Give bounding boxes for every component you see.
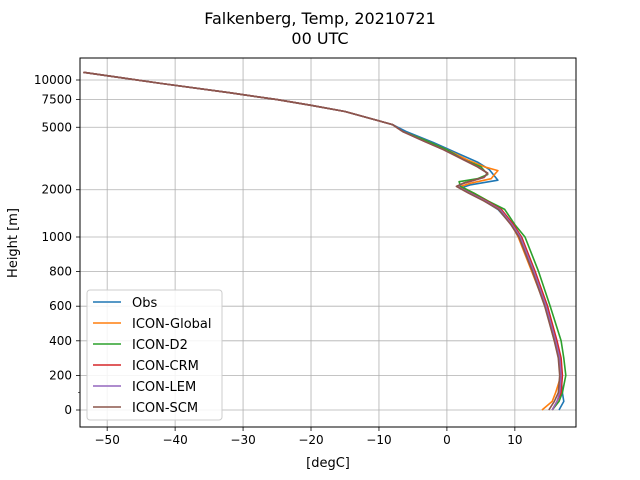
legend-label: Obs	[132, 296, 157, 311]
series-lines	[83, 71, 567, 411]
legend: Obs ICON-Global ICON-D2 ICON-CRM ICON-LEM ICO…	[86, 289, 223, 421]
chart-title: Falkenberg, Temp, 20210721	[204, 9, 436, 28]
x-tick-label: −50	[95, 433, 120, 447]
y-tick-label: 200	[49, 368, 72, 382]
y-tick-label: 10000	[34, 73, 72, 87]
series-line-icon-scm	[83, 71, 561, 411]
legend-label: ICON-SCM	[132, 401, 198, 416]
chart-subtitle: 00 UTC	[291, 29, 348, 48]
y-tick-label: 7500	[41, 93, 72, 107]
legend-label: ICON-LEM	[132, 380, 196, 395]
plot-frame	[79, 57, 577, 428]
x-tick-label: −10	[366, 433, 391, 447]
x-axis-ticks: −50 −40 −30 −20 −10 0 10	[95, 427, 522, 447]
y-tick-label: 5000	[41, 120, 72, 134]
x-tick-label: 0	[443, 433, 451, 447]
x-tick-label: −20	[298, 433, 323, 447]
y-tick-label: 1000	[41, 230, 72, 244]
legend-label: ICON-Global	[132, 317, 212, 332]
legend-label: ICON-CRM	[132, 359, 199, 374]
y-tick-label: 0	[64, 403, 72, 417]
y-axis-ticks: 0 200 400 600 800 1000 2000 5000 7500 10000	[34, 73, 80, 417]
x-axis-label: [degC]	[306, 456, 350, 471]
y-tick-label: 800	[49, 265, 72, 279]
legend-label: ICON-D2	[132, 338, 188, 353]
y-tick-label: 2000	[41, 183, 72, 197]
y-tick-label: 400	[49, 334, 72, 348]
x-tick-label: −40	[162, 433, 187, 447]
y-tick-label: 600	[49, 299, 72, 313]
x-tick-label: 10	[507, 433, 522, 447]
x-tick-label: −30	[230, 433, 255, 447]
y-axis-label: Height [m]	[6, 208, 21, 278]
